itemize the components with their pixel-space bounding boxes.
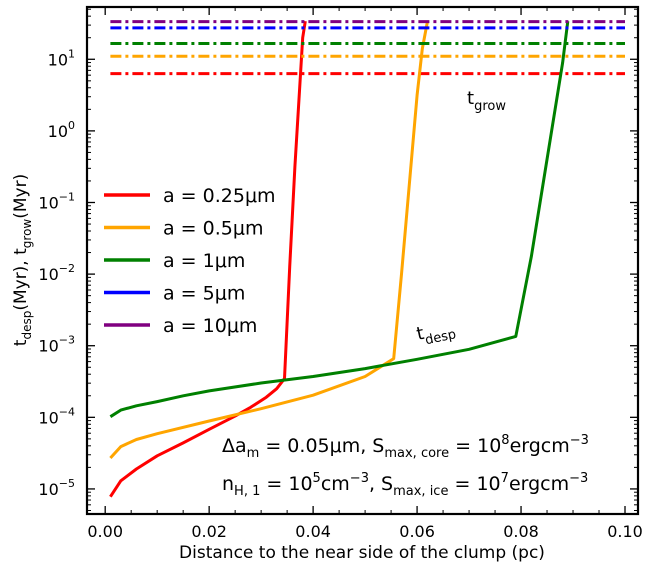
y-tick-label: 100 [48,119,75,141]
tdesp-annotation: tdesp [415,316,458,349]
x-tick-label: 0.06 [399,522,435,541]
y-tick-label: 10−3 [38,334,75,356]
y-tick-label: 10−5 [38,477,75,499]
tgrow-annotation: tgrow [467,88,506,114]
tdesp-curve-0 [109,20,307,498]
parameter-note-1: Δam = 0.05μm, Smax, core = 108ergcm−3 [222,433,589,461]
y-tick-label: 101 [48,47,75,69]
y-tick-label: 10−2 [38,262,75,284]
parameter-note-2: nH, 1 = 105cm−3, Smax, ice = 107ergcm−3 [222,471,588,499]
legend-label-2: a = 1μm [163,250,245,272]
x-tick-label: 0.10 [607,522,643,541]
plot-curves [109,20,626,498]
legend-label-3: a = 5μm [163,283,245,305]
x-tick-label: 0.04 [295,522,331,541]
x-tick-label: 0.08 [503,522,539,541]
legend-label-1: a = 0.5μm [163,218,263,240]
legend-label-4: a = 10μm [163,315,257,337]
x-tick-label: 0.02 [191,522,227,541]
plot-frame [85,5,640,516]
legend-label-0: a = 0.25μm [163,185,276,207]
tdesp-curve-1 [109,20,429,460]
x-tick-label: 0.00 [87,522,123,541]
y-axis-label: tdesp(Myr), tgrow(Myr) [11,174,34,346]
x-axis-label: Distance to the near side of the clump (… [179,543,545,563]
tdesp-curve-2 [109,21,570,418]
y-tick-label: 10−4 [38,405,75,427]
y-tick-label: 10−1 [38,190,75,212]
legend: a = 0.25μm a = 0.5μm a = 1μm a = 5μm a = 10μ… [104,185,276,337]
